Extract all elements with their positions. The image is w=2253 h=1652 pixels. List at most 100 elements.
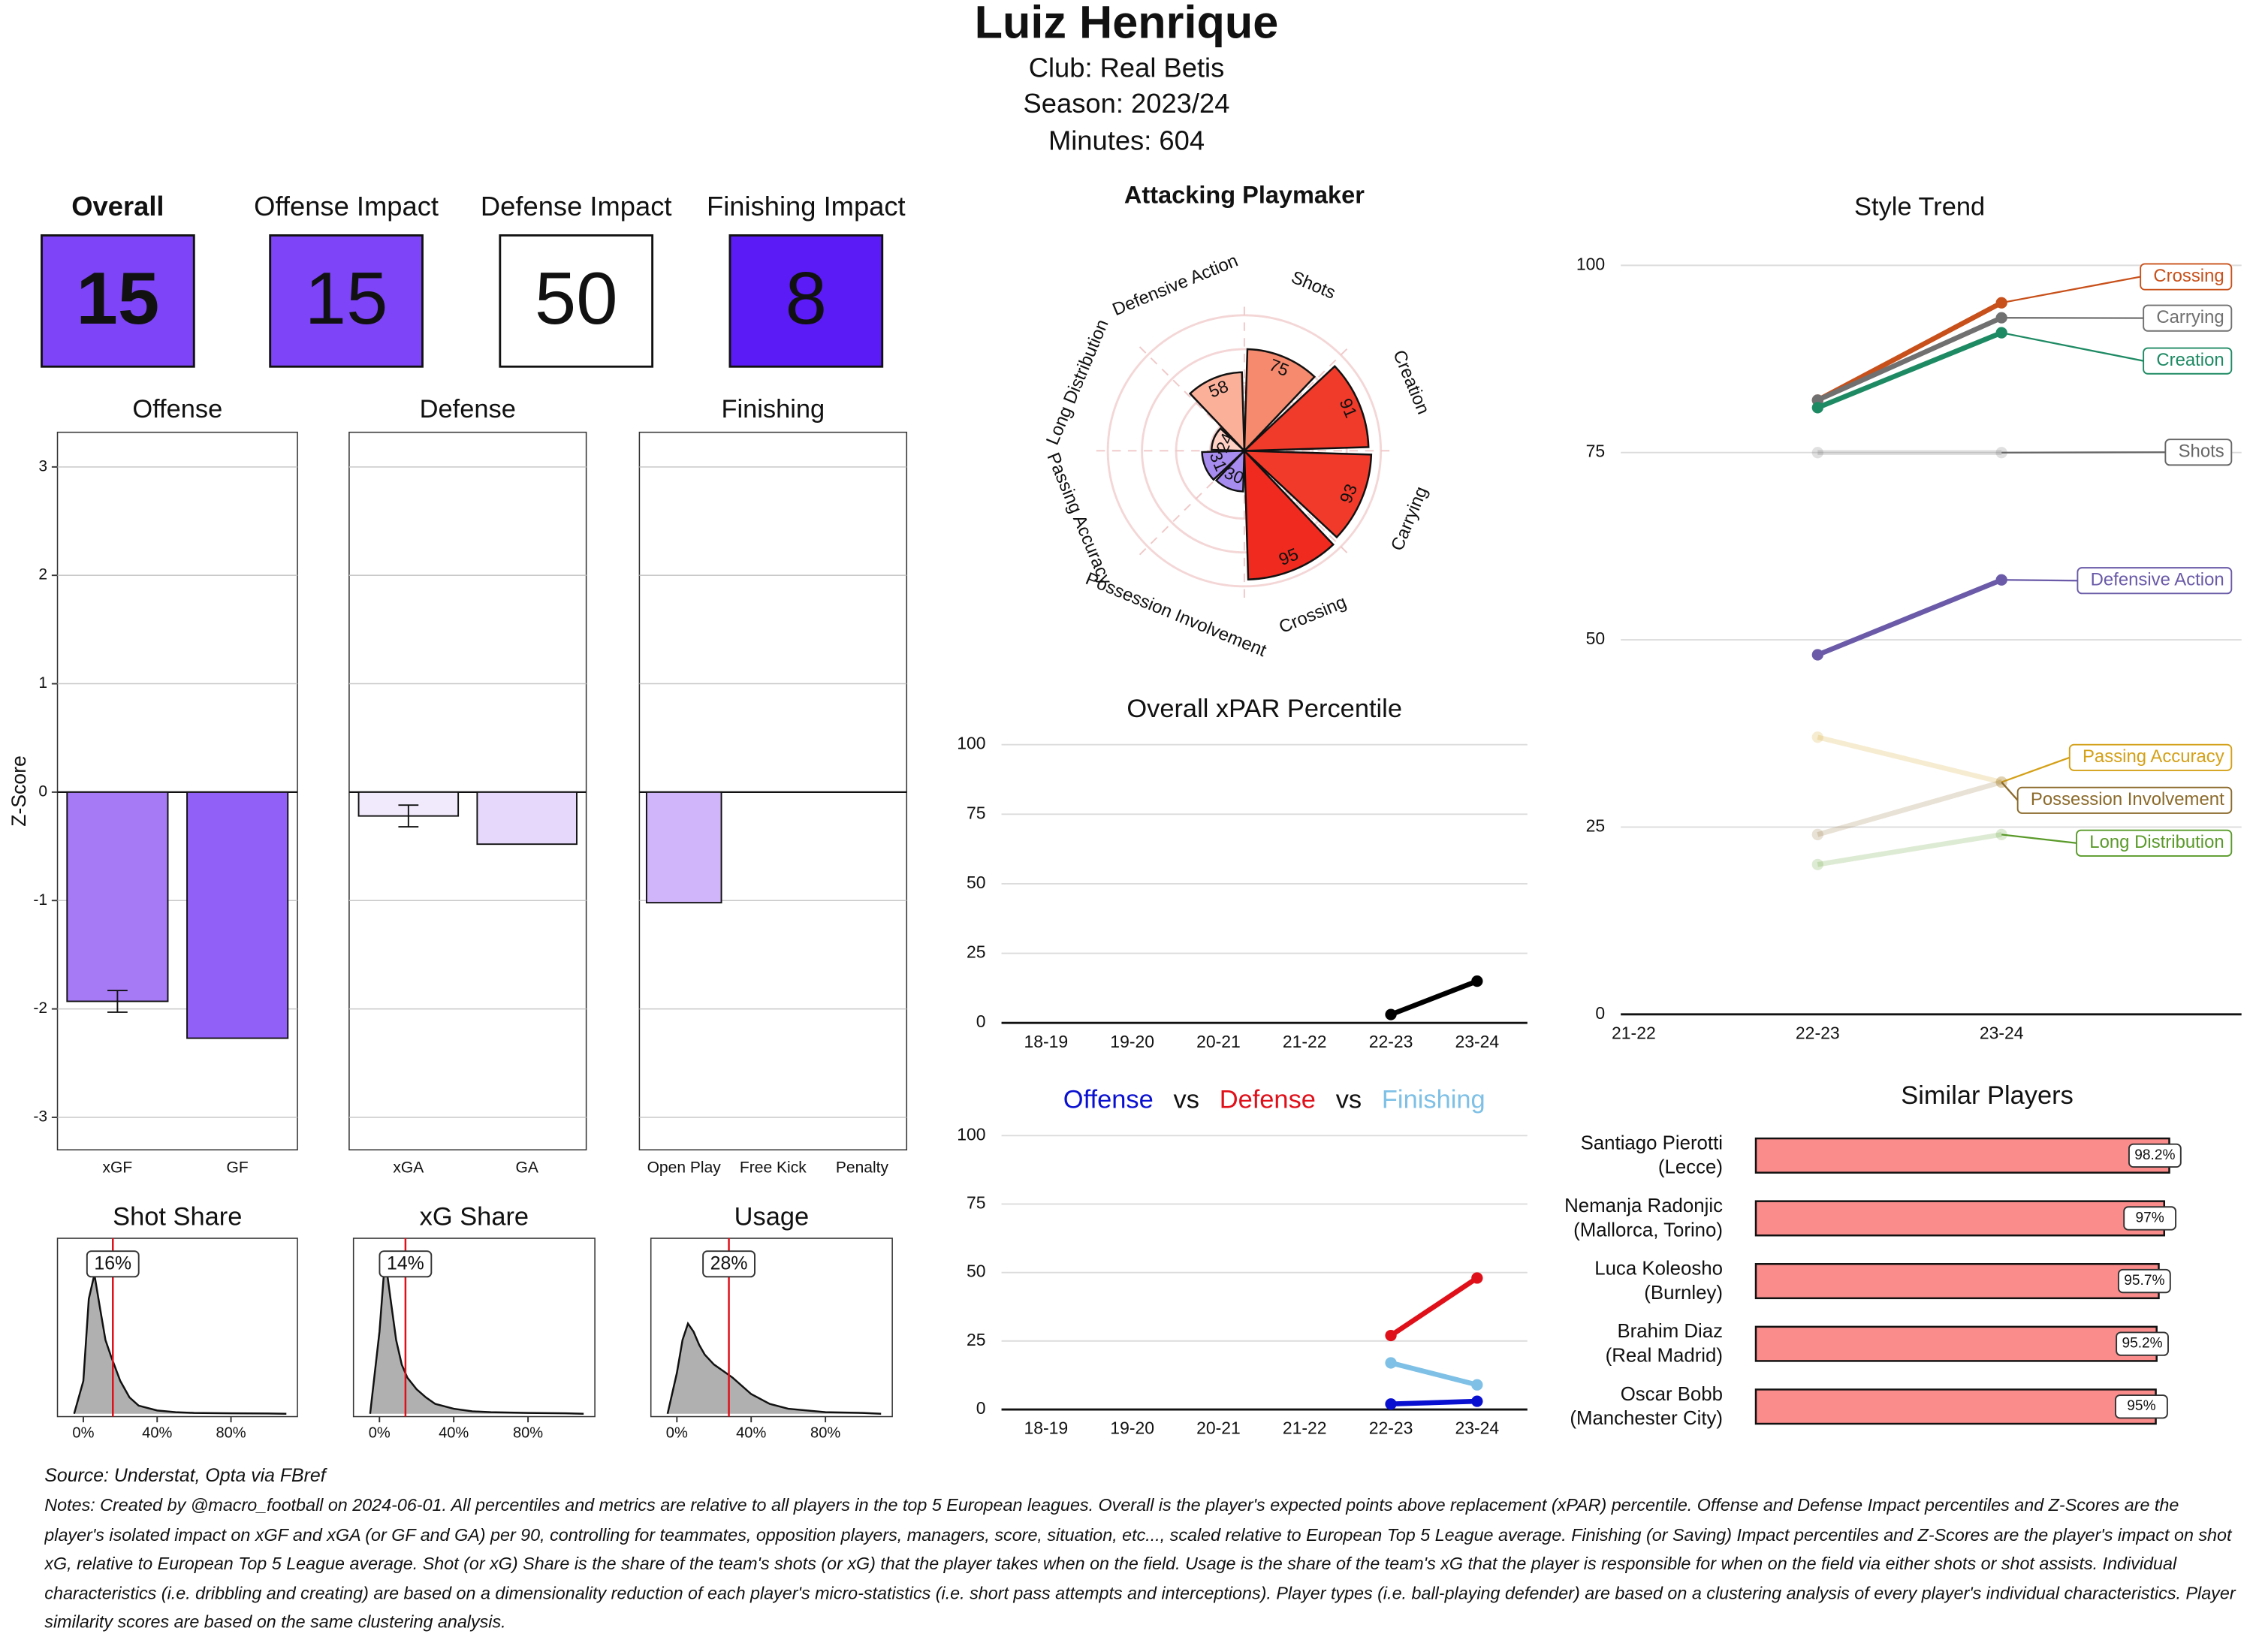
marker-label: 16%	[94, 1254, 131, 1274]
tile-box	[41, 234, 195, 368]
y-tick-label: 50	[1586, 629, 1606, 648]
tile-label: Offense Impact	[254, 191, 439, 222]
data-point	[1471, 1395, 1483, 1407]
source: Source: Understat, Opta via FBref	[44, 1466, 327, 1486]
y-tick-label: 100	[1576, 254, 1605, 273]
value-label-box	[2115, 1394, 2168, 1419]
polar-grid	[1141, 348, 1348, 554]
value-label-box	[2123, 1206, 2177, 1231]
x-tick-label: GA	[515, 1159, 538, 1177]
marker-label: 14%	[387, 1254, 424, 1274]
x-tick-label: Penalty	[836, 1159, 889, 1177]
x-tick-label: 18-19	[1024, 1032, 1069, 1051]
data-point	[1471, 975, 1483, 987]
tile-box	[499, 234, 654, 368]
bar	[186, 791, 289, 1039]
panel-title: xG Share	[420, 1203, 529, 1231]
player-club: (Mallorca, Torino)	[1573, 1219, 1723, 1241]
x-tick-label: 80%	[216, 1425, 246, 1442]
x-tick-label: 23-24	[1455, 1032, 1499, 1051]
value-label: 97%	[2136, 1210, 2164, 1226]
tile-label: Overall	[71, 191, 164, 222]
marker-label-box	[379, 1250, 433, 1278]
bar	[1754, 1263, 2160, 1300]
notes-box: Notes: Created by @macro_football on 202…	[44, 1495, 2236, 1632]
x-tick-label: 0%	[666, 1425, 688, 1442]
y-tick-label: 100	[957, 734, 985, 753]
chart-title: Overall xPAR Percentile	[1126, 695, 1402, 723]
player-name: Nemanja Radonjic	[1564, 1195, 1723, 1216]
x-tick-label: 0%	[72, 1425, 94, 1442]
data-point	[1811, 731, 1823, 743]
tile-value: 50	[535, 257, 618, 340]
series-label: Defensive Action	[2091, 570, 2224, 590]
data-point	[1811, 858, 1823, 870]
series-line	[1817, 330, 2003, 410]
data-point	[1471, 1272, 1483, 1284]
tile-value: 15	[77, 257, 160, 340]
series-line	[1816, 315, 2003, 402]
x-tick-label: 21-22	[1283, 1032, 1327, 1051]
y-tick-label: 50	[967, 1262, 986, 1281]
polar-bar	[1188, 371, 1246, 454]
season: Season: 2023/24	[1024, 88, 1230, 119]
player-name: Brahim Diaz	[1617, 1321, 1723, 1342]
polar-bar	[1241, 450, 1373, 539]
panel-title: Shot Share	[113, 1203, 242, 1231]
density-area	[73, 1274, 287, 1415]
player-club: (Lecce)	[1658, 1157, 1723, 1178]
label-connector	[2001, 276, 2141, 304]
x-tick-label: 40%	[439, 1425, 469, 1442]
data-point	[1385, 1329, 1397, 1342]
x-tick-label: 22-23	[1796, 1023, 1840, 1042]
x-tick-label: 22-23	[1369, 1032, 1413, 1051]
y-tick-label: 75	[967, 803, 986, 822]
y-tick-label: 25	[1586, 816, 1606, 836]
series-line	[1389, 1276, 1479, 1338]
panel-title: Defense	[420, 395, 516, 424]
bar	[476, 791, 578, 846]
series-label: Crossing	[2153, 266, 2224, 286]
value-label-box	[2116, 1331, 2169, 1356]
y-tick-label: 3	[38, 457, 47, 475]
series-label: Creation	[2156, 350, 2224, 370]
series-label: Long Distribution	[2089, 832, 2224, 852]
notes: Notes: Created by @macro_football on 202…	[44, 1495, 2236, 1632]
polar-bar	[1241, 365, 1370, 452]
x-tick-label: 19-20	[1110, 1418, 1154, 1438]
y-tick-label: 75	[967, 1193, 986, 1213]
panel-frame	[56, 431, 298, 1151]
y-tick-label: 0	[38, 782, 47, 800]
x-tick-label: 23-24	[1455, 1418, 1499, 1438]
player-club: (Manchester City)	[1570, 1408, 1723, 1429]
legend-entry: Offense	[1063, 1086, 1154, 1114]
y-tick-label: -1	[33, 891, 47, 909]
panel-frame	[650, 1237, 893, 1418]
label-connector	[2001, 332, 2144, 362]
y-tick-label: 2	[38, 566, 47, 583]
series-line	[1817, 577, 2003, 658]
value-label: 95%	[2127, 1398, 2155, 1414]
bar	[66, 791, 169, 1002]
y-tick-label: 1	[38, 674, 47, 692]
player-name: Luca Koleosho	[1594, 1259, 1723, 1280]
data-point	[1385, 1398, 1397, 1410]
series-line	[1817, 832, 2002, 867]
series-line	[1817, 779, 2003, 837]
x-tick-label: xGF	[103, 1159, 133, 1177]
panel-frame	[352, 1237, 596, 1418]
x-tick-label: 0%	[369, 1425, 391, 1442]
title-separator: vs	[1174, 1086, 1199, 1114]
x-tick-label: 80%	[513, 1425, 543, 1442]
bar	[1754, 1200, 2166, 1237]
bar	[1754, 1388, 2157, 1425]
polar-bar	[1201, 450, 1247, 481]
tile-label: Defense Impact	[481, 191, 672, 222]
player-name: Santiago Pierotti	[1581, 1133, 1723, 1154]
x-tick-label: 20-21	[1196, 1032, 1241, 1051]
tile-box	[269, 234, 424, 368]
panel-title: Offense	[132, 395, 222, 424]
value-label: 95.7%	[2124, 1273, 2164, 1289]
